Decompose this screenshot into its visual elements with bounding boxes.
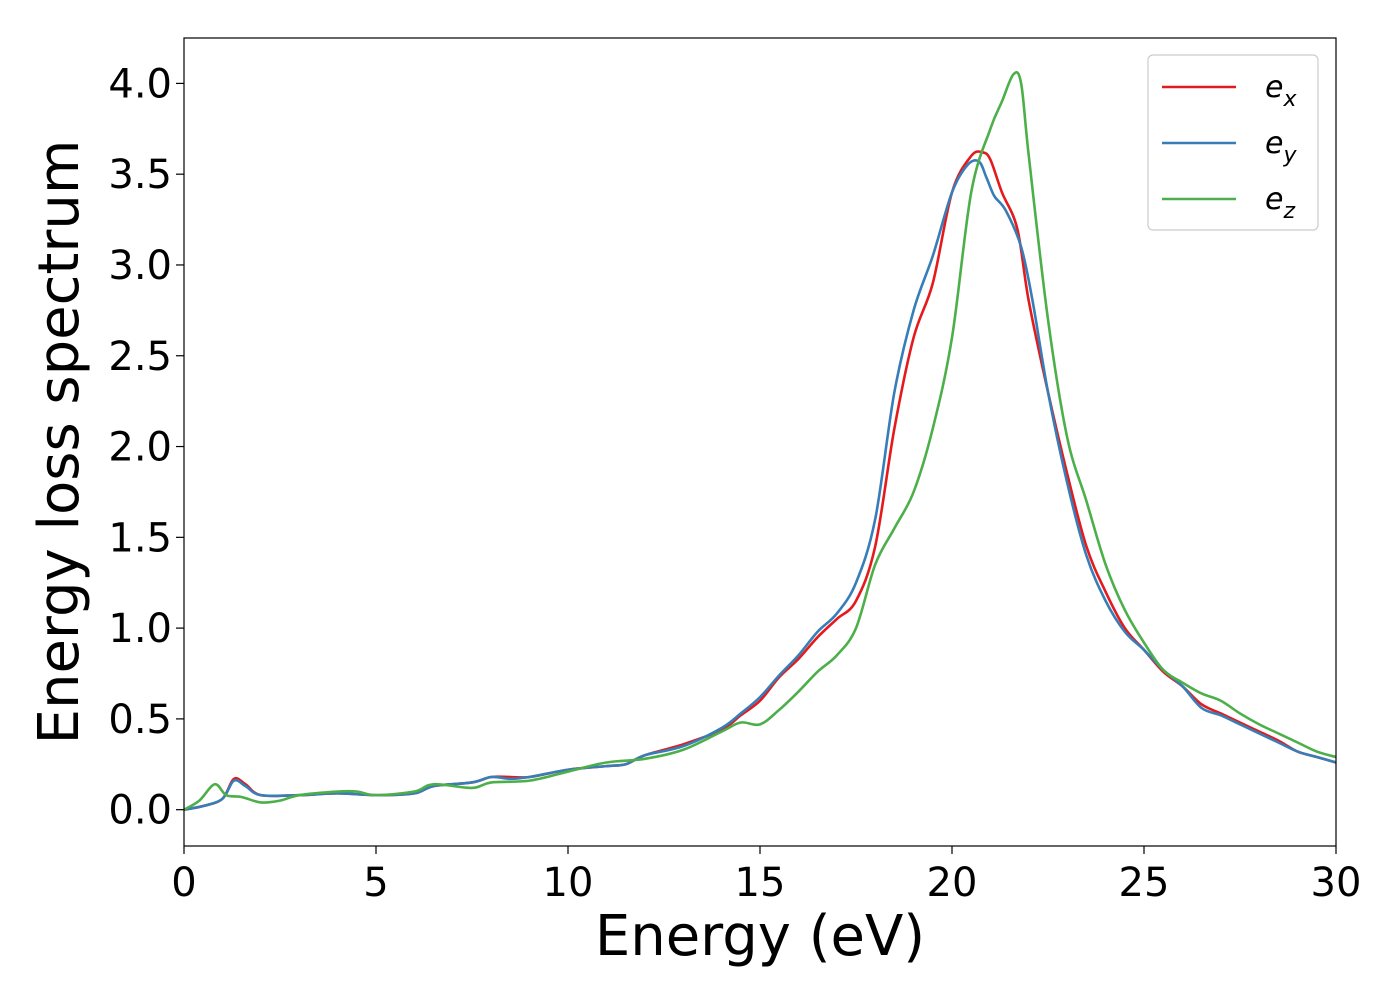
series-line-ex <box>184 150 1336 811</box>
ticks-layer: 0 5 10 15 20 25 30 0.0 0.5 1.0 1.5 2.0 2.5 3.0 3.5 4.0 <box>108 61 1361 906</box>
y-tick-label: 4.0 <box>108 61 172 107</box>
series-line-ez <box>184 71 1336 811</box>
x-tick-label: 15 <box>735 860 786 906</box>
y-tick-label: 2.0 <box>108 425 172 471</box>
x-tick-label: 0 <box>171 860 196 906</box>
y-tick-label: 2.5 <box>108 334 172 380</box>
legend-label-ey: ey <box>1265 126 1297 168</box>
legend: ex ey ez <box>1147 54 1319 231</box>
legend-label-ex: ex <box>1265 70 1297 112</box>
x-tick-label: 30 <box>1311 860 1362 906</box>
y-tick-label: 0.5 <box>108 697 172 743</box>
y-tick-label: 1.5 <box>108 515 172 561</box>
legend-label-ez: ez <box>1265 182 1295 224</box>
x-tick-label: 10 <box>543 860 594 906</box>
plot-frame <box>183 37 1337 847</box>
series-line-ey <box>184 159 1336 811</box>
series-layer <box>184 71 1336 811</box>
x-tick-label: 20 <box>927 860 978 906</box>
y-tick-label: 1.0 <box>108 606 172 652</box>
y-tick-label: 0.0 <box>108 788 172 834</box>
x-tick-label: 5 <box>363 860 388 906</box>
y-tick-label: 3.0 <box>108 243 172 289</box>
y-axis-title: Energy loss spectrum <box>27 140 92 745</box>
x-tick-label: 25 <box>1119 860 1170 906</box>
x-axis-title: Energy (eV) <box>595 904 925 969</box>
y-tick-label: 3.5 <box>108 152 172 198</box>
